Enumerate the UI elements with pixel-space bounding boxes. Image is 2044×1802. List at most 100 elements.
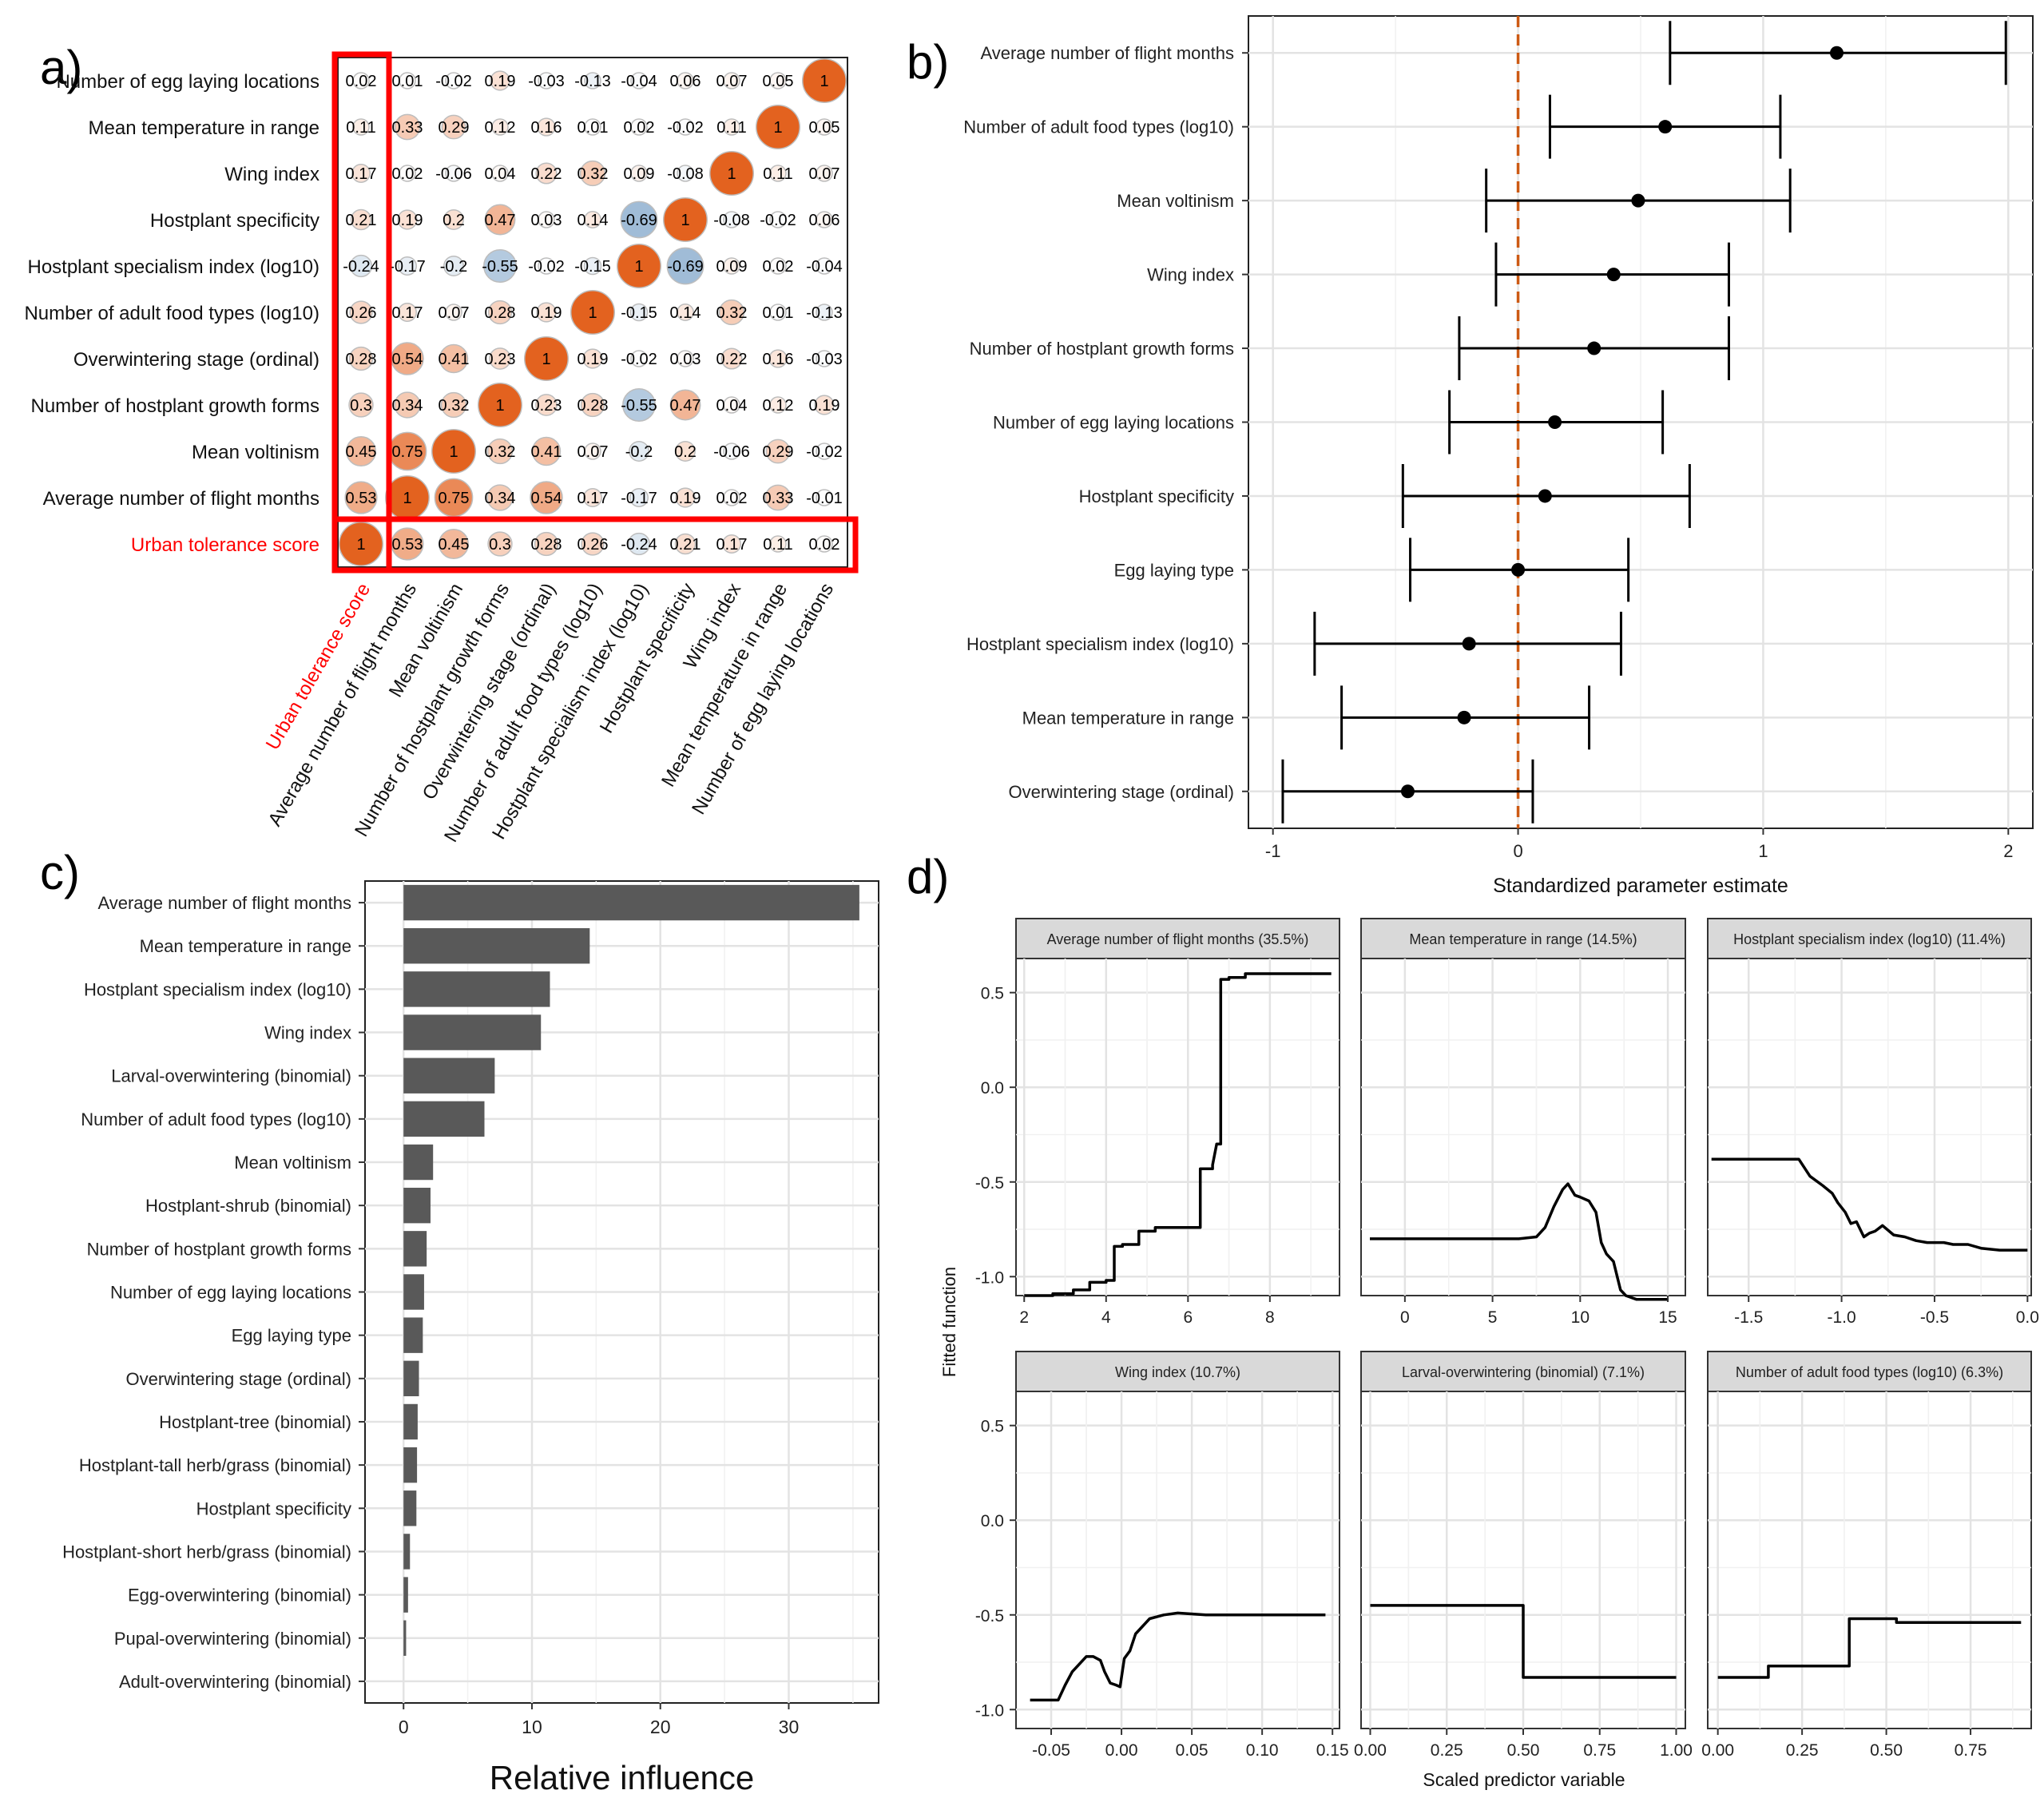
corr-value: -0.13 xyxy=(806,304,843,322)
corr-circle xyxy=(708,150,755,196)
facet-strip xyxy=(1707,918,2032,959)
corr-value: 1 xyxy=(356,536,365,554)
corr-circle xyxy=(630,118,648,136)
corr-value: 0.17 xyxy=(392,304,423,322)
x-tick-label: 0.10 xyxy=(1246,1741,1279,1760)
corr-value: -0.15 xyxy=(621,304,657,322)
x-tick-label: 4 xyxy=(1101,1308,1111,1327)
corr-value: -0.69 xyxy=(667,258,704,276)
corr-circle xyxy=(769,211,787,228)
corr-value: 0.16 xyxy=(763,351,794,368)
corr-circle xyxy=(489,347,511,370)
corr-circle xyxy=(530,481,563,514)
corr-value: 0.54 xyxy=(392,351,423,368)
corr-value: 0.53 xyxy=(392,536,423,554)
corr-value: 0.06 xyxy=(670,73,701,90)
corr-value: 0.23 xyxy=(485,351,516,368)
corr-value: 0.26 xyxy=(577,536,609,554)
corr-value: 0.28 xyxy=(346,351,377,368)
corr-value: 0.02 xyxy=(346,73,377,90)
corr-value: -0.02 xyxy=(621,351,657,368)
corr-value: 0.07 xyxy=(716,73,748,90)
corr-circle xyxy=(484,204,516,236)
corr-value: 1 xyxy=(542,351,550,368)
x-tick-label: 0.00 xyxy=(1105,1741,1138,1760)
corr-circle xyxy=(630,72,648,89)
y-tick-label: Hostplant specificity xyxy=(196,1498,351,1518)
y-tick-label: Overwintering stage (ordinal) xyxy=(1009,782,1234,802)
facet: Mean temperature in range (14.5%) 0 5 10 15 xyxy=(1360,918,1686,1327)
corr-value: 0.32 xyxy=(439,397,470,415)
corr-circle xyxy=(677,304,694,321)
corr-value: 0.02 xyxy=(763,258,794,276)
fitted-line xyxy=(1711,1157,2028,1252)
corr-value: -0.06 xyxy=(713,443,750,461)
corr-value: 0.28 xyxy=(485,304,516,322)
corr-value: -0.02 xyxy=(528,258,565,276)
corr-circle xyxy=(769,72,787,89)
x-tick-label: 0.05 xyxy=(1176,1741,1209,1760)
corr-circle xyxy=(491,118,509,136)
corr-value: 0.16 xyxy=(531,119,562,137)
row-label: Hostplant specificity xyxy=(150,210,319,232)
corr-value: 0.11 xyxy=(763,165,792,183)
corr-value: 0.07 xyxy=(439,304,470,322)
estimate-point xyxy=(1511,562,1526,577)
corr-circle xyxy=(582,348,603,369)
corr-value: 0.09 xyxy=(624,165,655,183)
corr-value: 0.23 xyxy=(531,397,562,415)
corr-circle xyxy=(477,382,523,428)
x-tick-label: 0.15 xyxy=(1316,1741,1349,1760)
corr-value: 0.17 xyxy=(577,490,609,507)
corr-circle xyxy=(445,165,462,182)
row-label: Number of adult food types (log10) xyxy=(24,303,319,324)
corr-circle xyxy=(487,300,513,325)
corr-value: 0.3 xyxy=(350,397,372,415)
estimate-point xyxy=(1400,784,1415,799)
corr-circle xyxy=(397,209,418,230)
corr-circle xyxy=(483,249,517,283)
corr-value: -0.24 xyxy=(343,258,379,276)
corr-value: -0.24 xyxy=(621,536,657,554)
corr-value: 1 xyxy=(495,397,504,415)
corr-value: 0.19 xyxy=(392,212,423,229)
y-axis-title: Fitted function xyxy=(939,1267,959,1377)
corr-circle xyxy=(351,164,371,183)
x-axis-title: Scaled predictor variable xyxy=(1423,1769,1625,1790)
corr-value: 0.28 xyxy=(531,536,562,554)
y-tick-label: -0.5 xyxy=(975,1607,1004,1625)
corr-value: 0.19 xyxy=(531,304,562,322)
facet-title: Number of adult food types (log10) (6.3%… xyxy=(1736,1364,2003,1380)
corr-value: 0.21 xyxy=(346,212,377,229)
corr-circle xyxy=(720,347,743,370)
corr-value: 0.47 xyxy=(485,212,516,229)
facet-frame xyxy=(1707,1391,2032,1729)
corr-value: 0.12 xyxy=(763,397,794,415)
panel-label-b: b) xyxy=(907,35,949,89)
corr-circle xyxy=(801,58,847,104)
facet-strip xyxy=(1707,1351,2032,1392)
corr-value: 0.29 xyxy=(439,119,470,137)
corr-circle xyxy=(581,532,605,556)
corr-value: 1 xyxy=(681,212,689,229)
x-tick-label: 5 xyxy=(1488,1308,1498,1327)
corr-value: 0.32 xyxy=(577,165,609,183)
corr-circle xyxy=(675,441,696,462)
corr-value: 0.09 xyxy=(716,258,748,276)
corr-circle xyxy=(443,256,464,276)
corr-value: 0.75 xyxy=(392,443,423,461)
corr-value: 0.45 xyxy=(346,443,377,461)
y-tick-label: 0.5 xyxy=(981,985,1004,1003)
corr-value: -0.03 xyxy=(806,351,843,368)
corr-circle xyxy=(535,162,558,185)
corr-value: 0.14 xyxy=(577,212,609,229)
corr-circle xyxy=(764,484,792,511)
corr-circle xyxy=(445,304,462,321)
row-label: Hostplant specialism index (log10) xyxy=(27,256,319,278)
corr-circle xyxy=(622,388,656,422)
corr-circle xyxy=(723,211,740,228)
influence-bar xyxy=(403,884,859,921)
influence-bar xyxy=(403,1274,424,1310)
influence-bar xyxy=(403,1577,408,1613)
influence-bar xyxy=(403,1101,485,1137)
